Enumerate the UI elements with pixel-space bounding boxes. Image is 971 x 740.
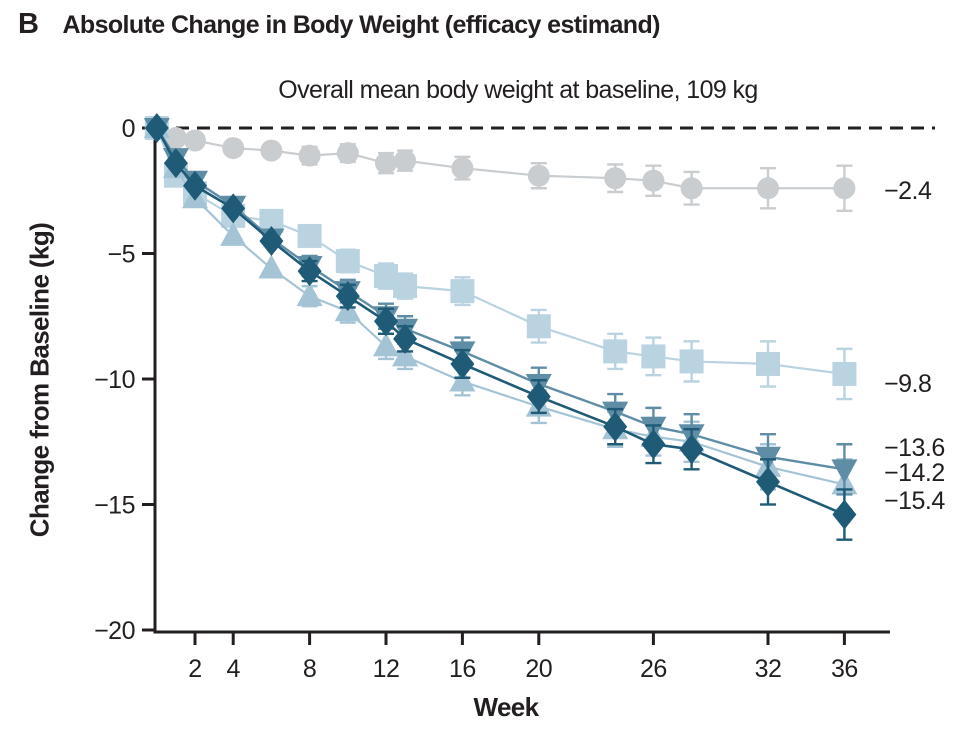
data-point-diamond <box>163 148 188 179</box>
data-point-diamond <box>259 225 284 256</box>
end-value-label-triangles-down-teal: −13.6 <box>884 434 945 462</box>
x-tick-label: 8 <box>303 655 316 683</box>
data-point-square <box>603 339 628 364</box>
data-point-triangle-up <box>373 332 399 357</box>
x-tick-label: 36 <box>831 655 858 683</box>
y-tick-label: −5 <box>107 241 135 269</box>
figure-header: B Absolute Change in Body Weight (effica… <box>18 8 958 41</box>
end-value-label-diamonds-darkteal: −15.4 <box>884 487 945 515</box>
data-point-circle <box>336 142 359 165</box>
data-point-square <box>450 279 475 304</box>
x-tick-label: 20 <box>525 655 552 683</box>
data-point-diamond <box>641 429 666 460</box>
y-tick-label: 0 <box>122 115 135 143</box>
data-point-triangle-up <box>296 282 323 307</box>
data-point-circle <box>260 139 283 162</box>
x-axis-label: Week <box>473 692 539 722</box>
data-point-triangle-up <box>220 221 247 246</box>
data-point-diamond <box>393 323 418 354</box>
data-point-circle <box>757 177 779 200</box>
y-tick-label: −20 <box>94 617 135 645</box>
end-value-label-squares-lightblue: −9.8 <box>884 370 931 398</box>
data-point-diamond <box>832 499 857 530</box>
data-point-circle <box>604 167 627 190</box>
data-point-triangle-up <box>258 254 285 279</box>
y-tick-label: −10 <box>94 366 135 394</box>
end-value-label-triangles-up-mediumblue: −14.2 <box>884 459 945 487</box>
series-line-triangles-up-mediumblue <box>155 127 845 486</box>
y-tick-label: −15 <box>94 492 135 520</box>
data-point-diamond <box>335 281 360 312</box>
x-tick-label: 26 <box>640 655 667 683</box>
data-point-square <box>393 274 418 299</box>
baseline-subtitle: Overall mean body weight at baseline, 10… <box>278 76 758 104</box>
data-point-circle <box>184 129 206 152</box>
data-point-diamond <box>183 170 207 201</box>
data-point-triangle-down <box>831 459 858 484</box>
data-point-diamond <box>756 466 780 497</box>
data-point-diamond <box>450 348 475 379</box>
series-line-diamonds-darkteal <box>155 127 845 516</box>
data-point-diamond <box>603 411 628 442</box>
data-point-circle <box>375 152 397 175</box>
data-point-circle <box>298 144 321 167</box>
data-point-circle <box>642 169 665 192</box>
data-point-circle <box>833 177 856 200</box>
data-point-square <box>641 344 666 369</box>
data-point-square <box>526 314 551 339</box>
data-point-triangle-up <box>449 367 476 392</box>
data-point-square <box>756 351 780 376</box>
series-line-triangles-down-teal <box>155 127 845 471</box>
x-tick-label: 2 <box>188 655 201 683</box>
data-point-circle <box>451 157 474 180</box>
x-tick-label: 12 <box>373 655 400 683</box>
data-point-diamond <box>144 113 169 143</box>
data-point-circle <box>222 137 245 160</box>
figure-title: Absolute Change in Body Weight (efficacy… <box>62 11 660 39</box>
data-point-diamond <box>374 306 398 337</box>
data-point-circle <box>527 164 550 187</box>
data-point-square <box>297 223 322 248</box>
data-point-triangle-up <box>392 342 419 367</box>
series-line-circles-gray <box>156 127 845 190</box>
series-line-squares-lightblue <box>155 127 845 376</box>
data-point-square <box>679 349 704 374</box>
data-point-diamond <box>679 434 704 465</box>
data-point-diamond <box>526 381 551 412</box>
x-tick-label: 4 <box>226 655 240 683</box>
end-value-label-circles-gray: −2.4 <box>884 177 932 205</box>
x-tick-label: 16 <box>449 655 476 683</box>
data-point-square <box>832 361 857 386</box>
data-point-circle <box>164 127 187 150</box>
x-tick-label: 32 <box>755 655 782 683</box>
data-point-circle <box>680 177 703 200</box>
data-point-diamond <box>221 193 246 224</box>
panel-letter: B <box>18 8 39 40</box>
data-point-square <box>335 249 360 274</box>
data-point-diamond <box>297 256 322 287</box>
data-point-circle <box>394 149 417 172</box>
